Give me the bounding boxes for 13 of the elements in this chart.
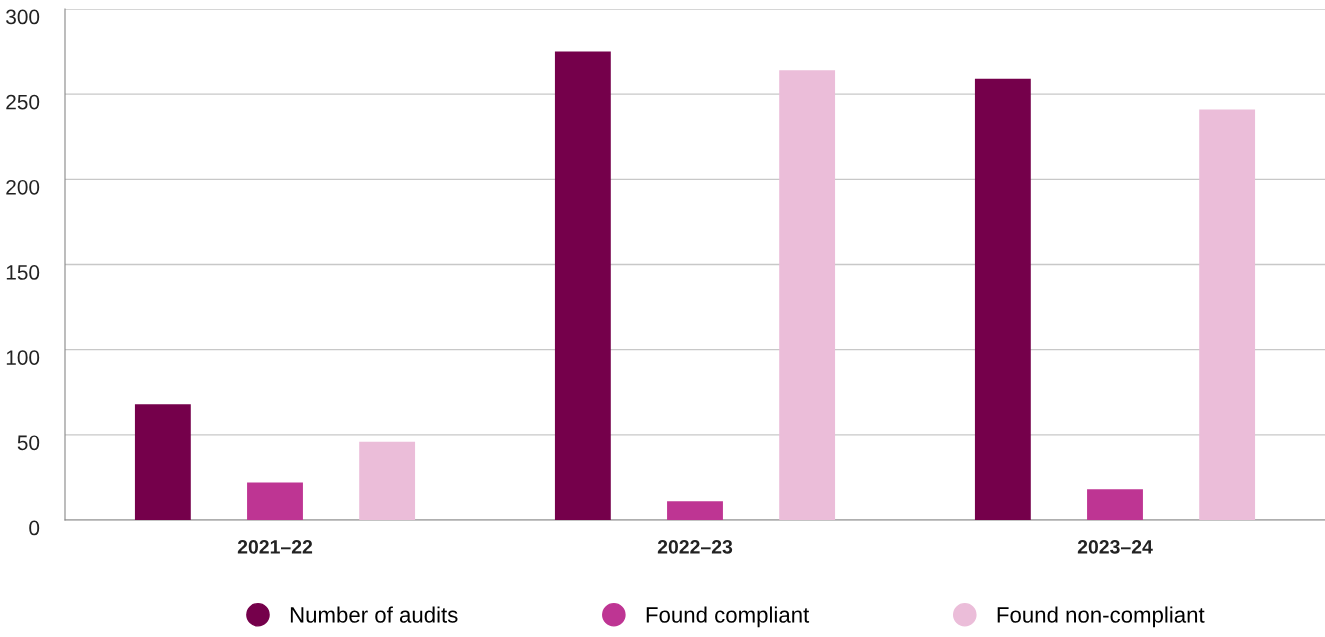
legend-label: Found compliant xyxy=(646,606,810,628)
x-tick-label: 2021–22 xyxy=(237,539,313,554)
legend-label: Number of audits xyxy=(290,606,458,623)
x-tick-label: 2023–24 xyxy=(1077,539,1153,554)
y-tick-label: 150 xyxy=(6,265,40,280)
y-tick-label: 300 xyxy=(6,9,40,25)
legend-label: Found non-compliant xyxy=(997,606,1205,628)
y-tick-label: 0 xyxy=(29,520,40,536)
x-tick-label: 2022–23 xyxy=(657,539,733,554)
y-tick-label: 200 xyxy=(6,179,40,195)
y-tick-label: 100 xyxy=(6,350,40,365)
y-tick-label: 250 xyxy=(6,94,40,110)
y-tick-label: 50 xyxy=(17,435,40,451)
